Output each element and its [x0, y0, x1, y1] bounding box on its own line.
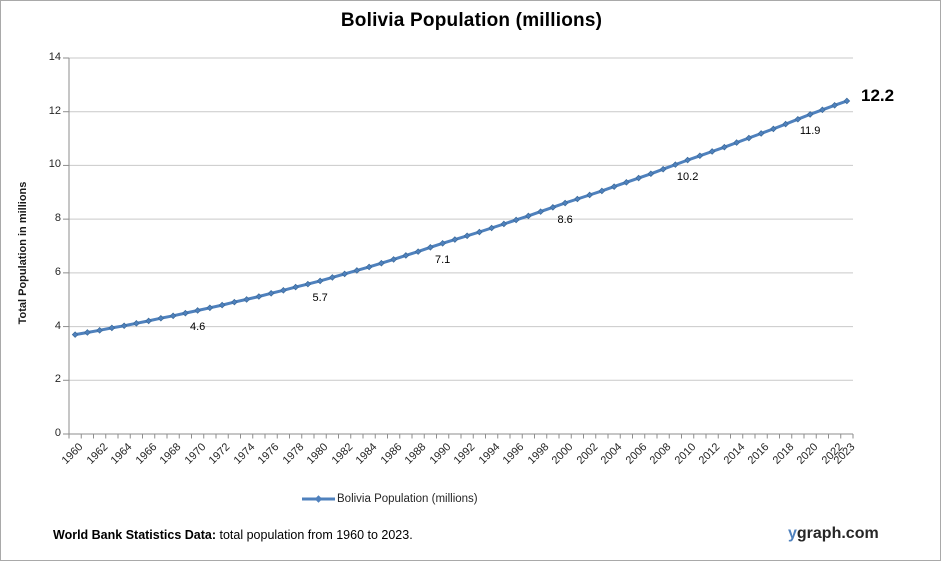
- data-point-label: 8.6: [557, 214, 573, 227]
- ygraph-logo: ygraph.com: [788, 525, 879, 543]
- ygraph-logo-y: y: [788, 525, 797, 542]
- legend: Bolivia Population (millions): [302, 493, 478, 505]
- legend-label: Bolivia Population (millions): [337, 493, 478, 505]
- data-point-label: 5.7: [312, 291, 328, 304]
- y-axis-tick-label: 12: [48, 104, 61, 117]
- source-note-regular: total population from 1960 to 2023.: [216, 528, 413, 542]
- legend-line-marker-icon: [302, 495, 335, 503]
- source-note: World Bank Statistics Data: total popula…: [53, 528, 413, 542]
- y-axis-tick-label: 14: [48, 51, 61, 63]
- y-axis-tick-label: 4: [54, 319, 61, 332]
- data-point-label: 7.1: [434, 254, 451, 267]
- y-axis-tick-label: 0: [54, 427, 61, 439]
- y-axis-tick-label: 6: [54, 265, 61, 278]
- data-point-label: 10.2: [676, 171, 699, 184]
- y-axis-tick-label: 10: [48, 158, 61, 171]
- data-point-label: 11.9: [799, 125, 821, 138]
- y-axis-tick-label: 8: [54, 212, 61, 225]
- data-point-label: 4.6: [189, 321, 206, 334]
- latest-value-label: 12.2: [861, 86, 895, 105]
- chart-title: Bolivia Population (millions): [340, 10, 603, 31]
- ygraph-logo-rest: graph.com: [796, 525, 879, 542]
- source-note-bold: World Bank Statistics Data:: [53, 528, 217, 542]
- y-axis-tick-label: 2: [54, 373, 61, 386]
